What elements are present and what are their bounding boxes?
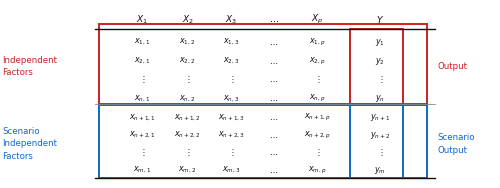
Text: $x_{n+1,1}$: $x_{n+1,1}$	[129, 112, 156, 123]
Text: $\vdots$: $\vdots$	[377, 147, 383, 158]
Text: $\vdots$: $\vdots$	[184, 74, 190, 85]
Text: $\cdots$: $\cdots$	[270, 166, 278, 175]
Text: $x_{n,2}$: $x_{n,2}$	[180, 94, 196, 104]
Text: $X_p$: $X_p$	[312, 13, 324, 26]
Bar	[99, 24, 426, 105]
Text: Scenario
Output: Scenario Output	[438, 133, 475, 155]
Text: $x_{m,p}$: $x_{m,p}$	[308, 164, 327, 176]
Text: $x_{n,3}$: $x_{n,3}$	[223, 94, 240, 104]
Text: $\vdots$: $\vdots$	[140, 74, 145, 85]
Text: $\cdots$: $\cdots$	[270, 75, 278, 84]
Text: $x_{1,2}$: $x_{1,2}$	[180, 37, 196, 47]
Text: $\cdots$: $\cdots$	[269, 15, 279, 24]
Text: $X_1$: $X_1$	[136, 14, 148, 26]
Text: $x_{n+2,3}$: $x_{n+2,3}$	[218, 130, 245, 140]
Text: $x_{2,2}$: $x_{2,2}$	[180, 56, 196, 66]
Text: $x_{2,3}$: $x_{2,3}$	[223, 56, 240, 66]
Text: $x_{1,1}$: $x_{1,1}$	[134, 37, 150, 47]
Text: $\vdots$: $\vdots$	[228, 147, 234, 158]
Text: $x_{n+2,p}$: $x_{n+2,p}$	[304, 130, 331, 141]
Text: $x_{2,p}$: $x_{2,p}$	[309, 55, 326, 67]
Text: $\cdots$: $\cdots$	[270, 94, 278, 103]
Text: $x_{n+1,2}$: $x_{n+1,2}$	[174, 112, 201, 123]
Text: $\cdots$: $\cdots$	[270, 148, 278, 157]
Text: $x_{n+2,1}$: $x_{n+2,1}$	[129, 130, 156, 140]
Text: $x_{n+1,p}$: $x_{n+1,p}$	[304, 112, 331, 123]
Text: $\vdots$: $\vdots$	[140, 147, 145, 158]
Text: Scenario
Independent
Factors: Scenario Independent Factors	[2, 127, 58, 161]
Text: Output: Output	[438, 62, 468, 71]
Text: $\vdots$: $\vdots$	[314, 147, 320, 158]
Text: $Y$: $Y$	[376, 14, 384, 25]
Text: $\cdots$: $\cdots$	[270, 57, 278, 66]
Text: $X_3$: $X_3$	[226, 14, 237, 26]
Text: $y_n$: $y_n$	[375, 93, 385, 104]
Text: $x_{n+2,2}$: $x_{n+2,2}$	[174, 130, 201, 140]
Bar	[99, 104, 426, 178]
Text: $\cdots$: $\cdots$	[270, 38, 278, 47]
Text: $\vdots$: $\vdots$	[314, 74, 320, 85]
Text: $x_{m,3}$: $x_{m,3}$	[222, 165, 240, 175]
Text: $x_{n,p}$: $x_{n,p}$	[309, 93, 326, 104]
Bar	[350, 104, 403, 178]
Text: $y_m$: $y_m$	[374, 165, 386, 176]
Text: $x_{1,3}$: $x_{1,3}$	[223, 37, 240, 47]
Text: $\vdots$: $\vdots$	[184, 147, 190, 158]
Text: $y_1$: $y_1$	[375, 37, 385, 48]
Text: $\vdots$: $\vdots$	[228, 74, 234, 85]
Text: $x_{n+1,3}$: $x_{n+1,3}$	[218, 112, 245, 123]
Text: $x_{m,1}$: $x_{m,1}$	[134, 165, 152, 175]
Text: $\cdots$: $\cdots$	[270, 113, 278, 122]
Text: $\cdots$: $\cdots$	[270, 131, 278, 140]
Text: $x_{1,p}$: $x_{1,p}$	[309, 37, 326, 48]
Text: $y_{n+2}$: $y_{n+2}$	[370, 130, 390, 141]
Text: Independent
Factors: Independent Factors	[2, 56, 58, 77]
Text: $\vdots$: $\vdots$	[377, 74, 383, 85]
Text: $y_{n+1}$: $y_{n+1}$	[370, 112, 390, 123]
Text: $X_2$: $X_2$	[182, 14, 194, 26]
Text: $x_{2,1}$: $x_{2,1}$	[134, 56, 150, 66]
Text: $x_{m,2}$: $x_{m,2}$	[178, 165, 196, 175]
Text: $y_2$: $y_2$	[375, 56, 385, 67]
Bar	[350, 29, 403, 105]
Text: $x_{n,1}$: $x_{n,1}$	[134, 94, 150, 104]
